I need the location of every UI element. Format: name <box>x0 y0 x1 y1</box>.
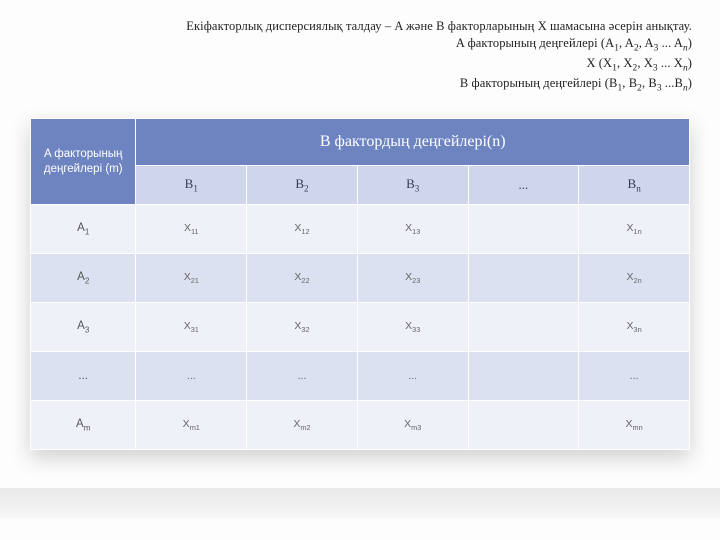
intro-line3: X (X1, X2, X3 ... Xn) <box>110 55 692 75</box>
table-row: ... ... ... ... ... <box>31 352 690 401</box>
cell: X2n <box>579 254 690 303</box>
col-B2: B2 <box>247 166 358 205</box>
row-A3: A3 <box>31 303 136 352</box>
cell: X12 <box>247 205 358 254</box>
cell: X21 <box>136 254 247 303</box>
cell: ... <box>357 352 468 401</box>
row-A1: A1 <box>31 205 136 254</box>
cell: Xm2 <box>247 401 358 450</box>
cell: X23 <box>357 254 468 303</box>
cell: X1n <box>579 205 690 254</box>
cell <box>468 352 579 401</box>
cell <box>468 401 579 450</box>
cell: ... <box>136 352 247 401</box>
table-row: A2 X21 X22 X23 X2n <box>31 254 690 303</box>
col-dots: ... <box>468 166 579 205</box>
anova-table: A факторының деңгейлері (m) B фактордың … <box>30 118 690 450</box>
cell: X3n <box>579 303 690 352</box>
col-B1: B1 <box>136 166 247 205</box>
cell <box>468 303 579 352</box>
table-row: Am Xm1 Xm2 Xm3 Xmn <box>31 401 690 450</box>
b-span-header: B фактордың деңгейлері(n) <box>136 119 690 166</box>
intro-text: Екіфакторлық дисперсиялық талдау – A жән… <box>110 18 692 95</box>
cell: Xmn <box>579 401 690 450</box>
intro-line2: A факторының деңгейлері (A1, A2, A3 ... … <box>110 35 692 55</box>
header-row-1: A факторының деңгейлері (m) B фактордың … <box>31 119 690 166</box>
cell: Xm1 <box>136 401 247 450</box>
col-B3: B3 <box>357 166 468 205</box>
cell <box>468 205 579 254</box>
cell: Xm3 <box>357 401 468 450</box>
cell: X33 <box>357 303 468 352</box>
intro-line1: Екіфакторлық дисперсиялық талдау – A жән… <box>110 18 692 35</box>
row-Am: Am <box>31 401 136 450</box>
row-dots: ... <box>31 352 136 401</box>
intro-line4: B факторының деңгейлері (B1, B2, B3 ...B… <box>110 75 692 95</box>
cell: ... <box>247 352 358 401</box>
cell: ... <box>579 352 690 401</box>
table-row: A3 X31 X32 X33 X3n <box>31 303 690 352</box>
cell: X11 <box>136 205 247 254</box>
table-row: A1 X11 X12 X13 X1n <box>31 205 690 254</box>
cell: X13 <box>357 205 468 254</box>
anova-table-wrap: A факторының деңгейлері (m) B фактордың … <box>30 118 690 450</box>
col-Bn: Bn <box>579 166 690 205</box>
cell: X22 <box>247 254 358 303</box>
cell: X31 <box>136 303 247 352</box>
cell <box>468 254 579 303</box>
bottom-shadow-strip <box>0 488 720 518</box>
corner-header: A факторының деңгейлері (m) <box>31 119 136 205</box>
row-A2: A2 <box>31 254 136 303</box>
cell: X32 <box>247 303 358 352</box>
